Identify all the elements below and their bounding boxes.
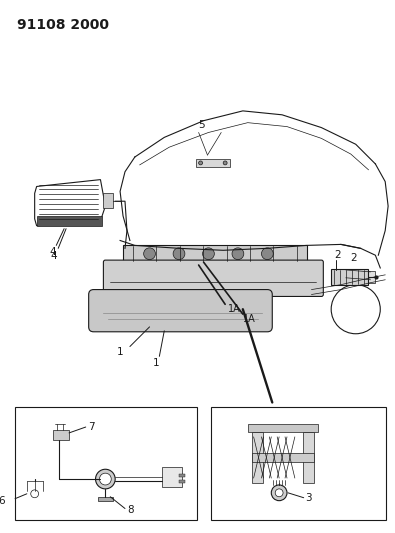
Bar	[37, 216, 102, 226]
Bar	[252, 432, 263, 483]
Bar	[211, 407, 386, 520]
Text: 2: 2	[334, 250, 341, 260]
Bar	[196, 159, 230, 167]
Text: 3: 3	[306, 492, 312, 503]
Text: 7: 7	[88, 422, 94, 432]
FancyBboxPatch shape	[88, 289, 272, 332]
Bar	[331, 269, 369, 285]
Bar	[123, 245, 307, 262]
Text: 2: 2	[350, 253, 356, 263]
Bar	[179, 474, 185, 477]
Circle shape	[271, 485, 287, 500]
Circle shape	[232, 248, 244, 260]
Text: 8: 8	[127, 505, 134, 515]
Text: 5: 5	[199, 119, 205, 130]
Bar	[53, 430, 69, 440]
Circle shape	[173, 248, 185, 260]
Text: 91108 2000: 91108 2000	[17, 18, 109, 31]
Bar	[15, 407, 197, 520]
Circle shape	[203, 248, 214, 260]
Bar	[248, 424, 318, 432]
Bar	[303, 432, 314, 483]
Text: 1A: 1A	[243, 314, 256, 324]
Text: 4: 4	[51, 251, 57, 261]
Circle shape	[100, 473, 111, 485]
Bar	[179, 480, 185, 483]
Polygon shape	[35, 180, 105, 226]
Circle shape	[261, 248, 273, 260]
Text: 6: 6	[0, 496, 5, 506]
Bar	[103, 193, 113, 208]
Bar	[346, 271, 375, 282]
Text: 4: 4	[49, 247, 56, 257]
Bar	[162, 467, 182, 487]
Bar	[252, 453, 314, 462]
Text: 1: 1	[152, 358, 159, 368]
Text: 1: 1	[117, 348, 124, 358]
Bar	[98, 497, 113, 500]
FancyBboxPatch shape	[103, 260, 324, 296]
Circle shape	[223, 161, 227, 165]
Circle shape	[275, 489, 283, 497]
Circle shape	[31, 490, 39, 498]
Circle shape	[144, 248, 156, 260]
Circle shape	[96, 469, 115, 489]
Circle shape	[199, 161, 203, 165]
Text: 1A: 1A	[228, 304, 241, 314]
